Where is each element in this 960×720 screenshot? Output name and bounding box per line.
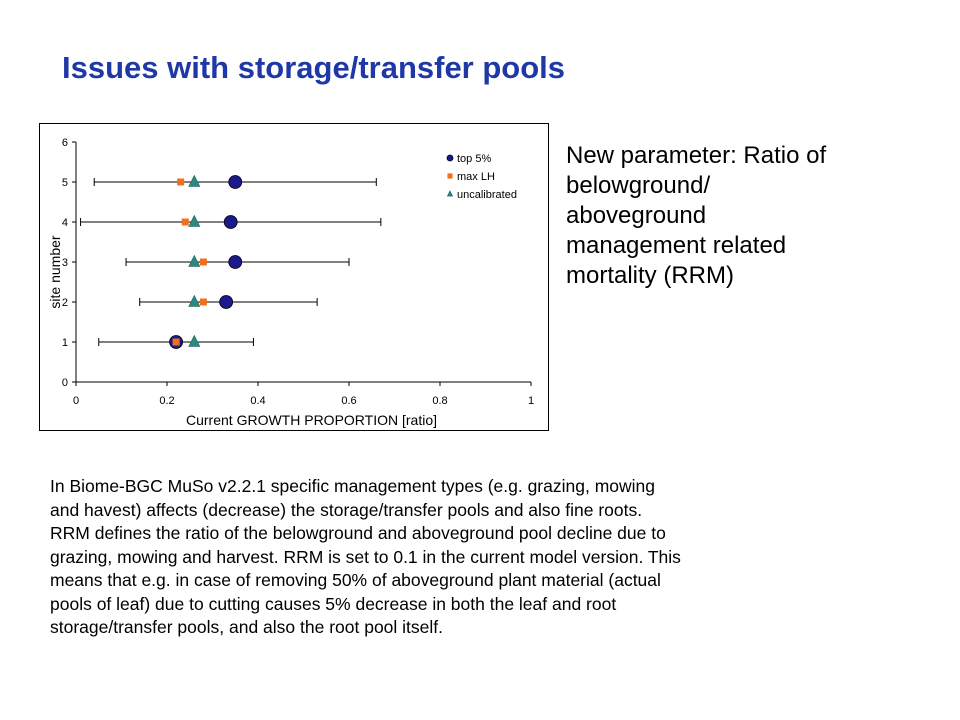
marker-square bbox=[172, 338, 180, 346]
legend-label: max LH bbox=[457, 171, 495, 183]
axes: 0 1 2 3 4 5 6 0 0.2 0.4 0.6 0.8 1 Current GROWTH PROP… bbox=[47, 137, 534, 428]
y-tick-label: 4 bbox=[62, 217, 68, 229]
side-note-line: mortality (RRM) bbox=[566, 262, 734, 289]
x-tick-label: 0.8 bbox=[432, 395, 447, 407]
side-note-line: aboveground bbox=[566, 202, 707, 229]
y-tick-label: 5 bbox=[62, 177, 68, 189]
legend-label: uncalibrated bbox=[457, 189, 517, 201]
chart-frame: 0 1 2 3 4 5 6 0 0.2 0.4 0.6 0.8 1 Current GROWTH PROP… bbox=[39, 123, 549, 431]
marker-square bbox=[447, 173, 453, 179]
x-tick-label: 0.4 bbox=[250, 395, 265, 407]
body-text-line: and havest) affects (decrease) the stora… bbox=[50, 499, 643, 520]
x-tick-label: 1 bbox=[528, 395, 534, 407]
y-tick-label: 2 bbox=[62, 297, 68, 309]
marker-triangle bbox=[188, 254, 201, 267]
marker-circle bbox=[228, 175, 243, 189]
legend-label: top 5% bbox=[457, 153, 491, 165]
marker-triangle bbox=[446, 190, 454, 197]
body-text-line: In Biome-BGC MuSo v2.2.1 specific manage… bbox=[50, 476, 655, 496]
slide-title: Issues with storage/transfer pools bbox=[62, 50, 566, 85]
x-tick-label: 0.6 bbox=[341, 395, 356, 407]
y-tick-label: 6 bbox=[62, 137, 68, 149]
side-note-line: New parameter: Ratio of bbox=[566, 142, 827, 169]
side-note: New parameter: Ratio of belowground/above… bbox=[566, 141, 926, 291]
marker-square bbox=[199, 258, 207, 266]
y-tick-label: 3 bbox=[62, 257, 68, 269]
x-axis-label: Current GROWTH PROPORTION [ratio] bbox=[186, 412, 437, 428]
marker-triangle bbox=[188, 174, 201, 187]
marker-triangle bbox=[188, 214, 201, 227]
body-text-line: pools of leaf) due to cutting causes 5% … bbox=[50, 593, 617, 614]
marker-square bbox=[199, 298, 207, 306]
data-markers bbox=[169, 174, 243, 349]
legend: top 5% max LH uncalibrated bbox=[446, 153, 517, 201]
side-note-line: belowground/ bbox=[566, 172, 711, 199]
x-tick-label: 0 bbox=[73, 395, 79, 407]
body-text-line: RRM defines the ratio of the belowground… bbox=[50, 523, 666, 543]
marker-square bbox=[181, 218, 189, 226]
marker-square bbox=[177, 178, 185, 186]
marker-circle bbox=[219, 295, 234, 309]
marker-triangle bbox=[188, 334, 201, 347]
y-tick-label: 0 bbox=[62, 377, 68, 389]
marker-circle bbox=[446, 154, 454, 162]
x-tick-label: 0.2 bbox=[159, 395, 174, 407]
marker-circle bbox=[223, 215, 238, 229]
body-text-line: means that e.g. in case of removing 50% … bbox=[50, 570, 661, 590]
body-text-line: grazing, mowing and harvest. RRM is set … bbox=[50, 546, 681, 567]
marker-triangle bbox=[188, 294, 201, 307]
body-text: In Biome-BGC MuSo v2.2.1 specific manage… bbox=[50, 475, 910, 640]
y-axis-label: site number bbox=[47, 235, 63, 308]
body-text-line: storage/transfer pools, and also the roo… bbox=[50, 617, 444, 637]
chart-svg: 0 1 2 3 4 5 6 0 0.2 0.4 0.6 0.8 1 Current GROWTH PROP… bbox=[47, 137, 534, 428]
marker-circle bbox=[228, 255, 243, 269]
side-note-line: management related bbox=[566, 232, 787, 259]
y-tick-label: 1 bbox=[62, 337, 68, 349]
